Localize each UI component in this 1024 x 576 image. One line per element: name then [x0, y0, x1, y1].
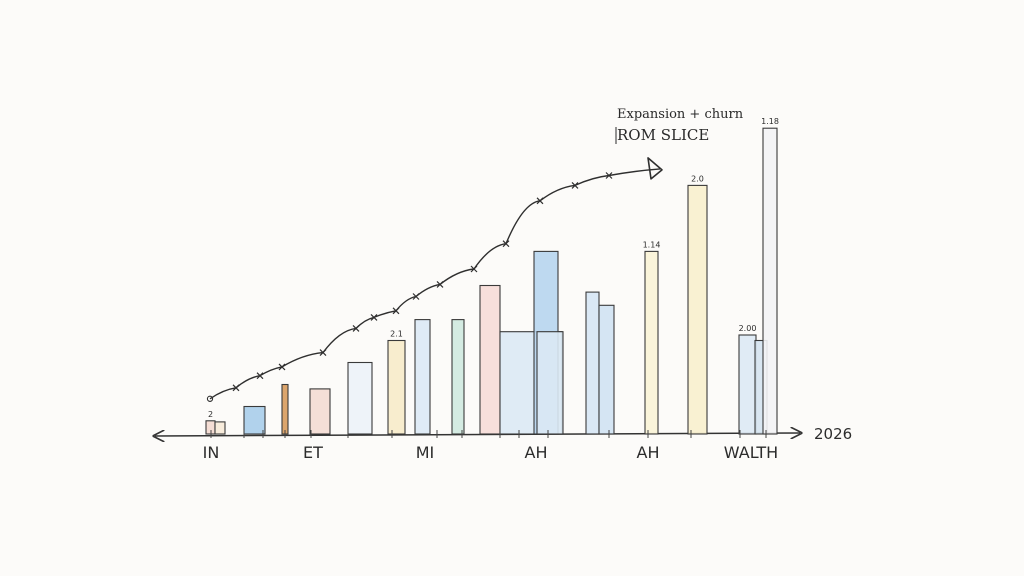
trend-point-7: [392, 307, 400, 315]
category-label-mi: MI: [416, 443, 435, 462]
bar-value-label-5: 1.18: [761, 117, 779, 126]
bar-value-label-3: 2.0: [691, 174, 704, 183]
trend-line-group: [206, 157, 663, 402]
bar-9: [479, 284, 501, 435]
bar-value-label-4: 2.00: [739, 324, 757, 333]
bar-14: [598, 304, 615, 435]
chart-subtitle: ROM SLICE: [617, 126, 709, 144]
bar-4: [309, 388, 331, 435]
trend-point-3: [278, 363, 286, 371]
bar-17: [738, 334, 757, 435]
category-label-in: IN: [203, 443, 220, 462]
bar-6: [387, 339, 406, 435]
trend-point-0: [206, 395, 214, 402]
tick-marks: [210, 430, 767, 438]
trend-point-10: [470, 265, 478, 273]
bar-8: [451, 319, 465, 435]
trend-point-11: [502, 240, 510, 248]
trend-point-14: [605, 172, 613, 179]
bar-5: [347, 361, 373, 435]
trend-line: [209, 168, 661, 400]
bars-group: [205, 127, 778, 435]
trend-point-4: [319, 349, 327, 357]
bar-7: [414, 319, 431, 435]
bar-15: [644, 250, 659, 435]
category-label-et: ET: [303, 443, 323, 462]
bar-3: [281, 383, 289, 435]
bar-labels-group: 2 2.1 1.14 2.0 2.00 1.18: [208, 117, 779, 419]
trend-point-1: [232, 384, 240, 392]
trend-point-12: [536, 197, 544, 205]
bar-16: [687, 184, 708, 435]
bar-value-label-0: 2: [208, 410, 213, 419]
trend-point-5: [352, 324, 360, 332]
trend-point-2: [256, 372, 264, 380]
category-label-walth: WALTH: [724, 443, 778, 462]
bar-value-label-1: 2.1: [390, 330, 403, 339]
category-label-ah-1: AH: [525, 443, 548, 462]
trend-point-8: [412, 293, 420, 300]
x-axis-end-label: 2026: [814, 425, 852, 443]
trend-point-6: [370, 313, 378, 321]
trend-point-13: [571, 181, 579, 189]
bar-1: [214, 421, 226, 435]
bar-13: [585, 291, 600, 435]
bar-12: [536, 331, 564, 435]
bar-19: [762, 127, 778, 435]
bar-value-label-2: 1.14: [643, 240, 661, 249]
bar-2: [243, 405, 266, 435]
trend-point-9: [436, 280, 444, 288]
trend-arrowhead: [647, 157, 663, 180]
category-label-ah-2: AH: [637, 443, 660, 462]
chart-title: Expansion + churn: [617, 107, 744, 122]
